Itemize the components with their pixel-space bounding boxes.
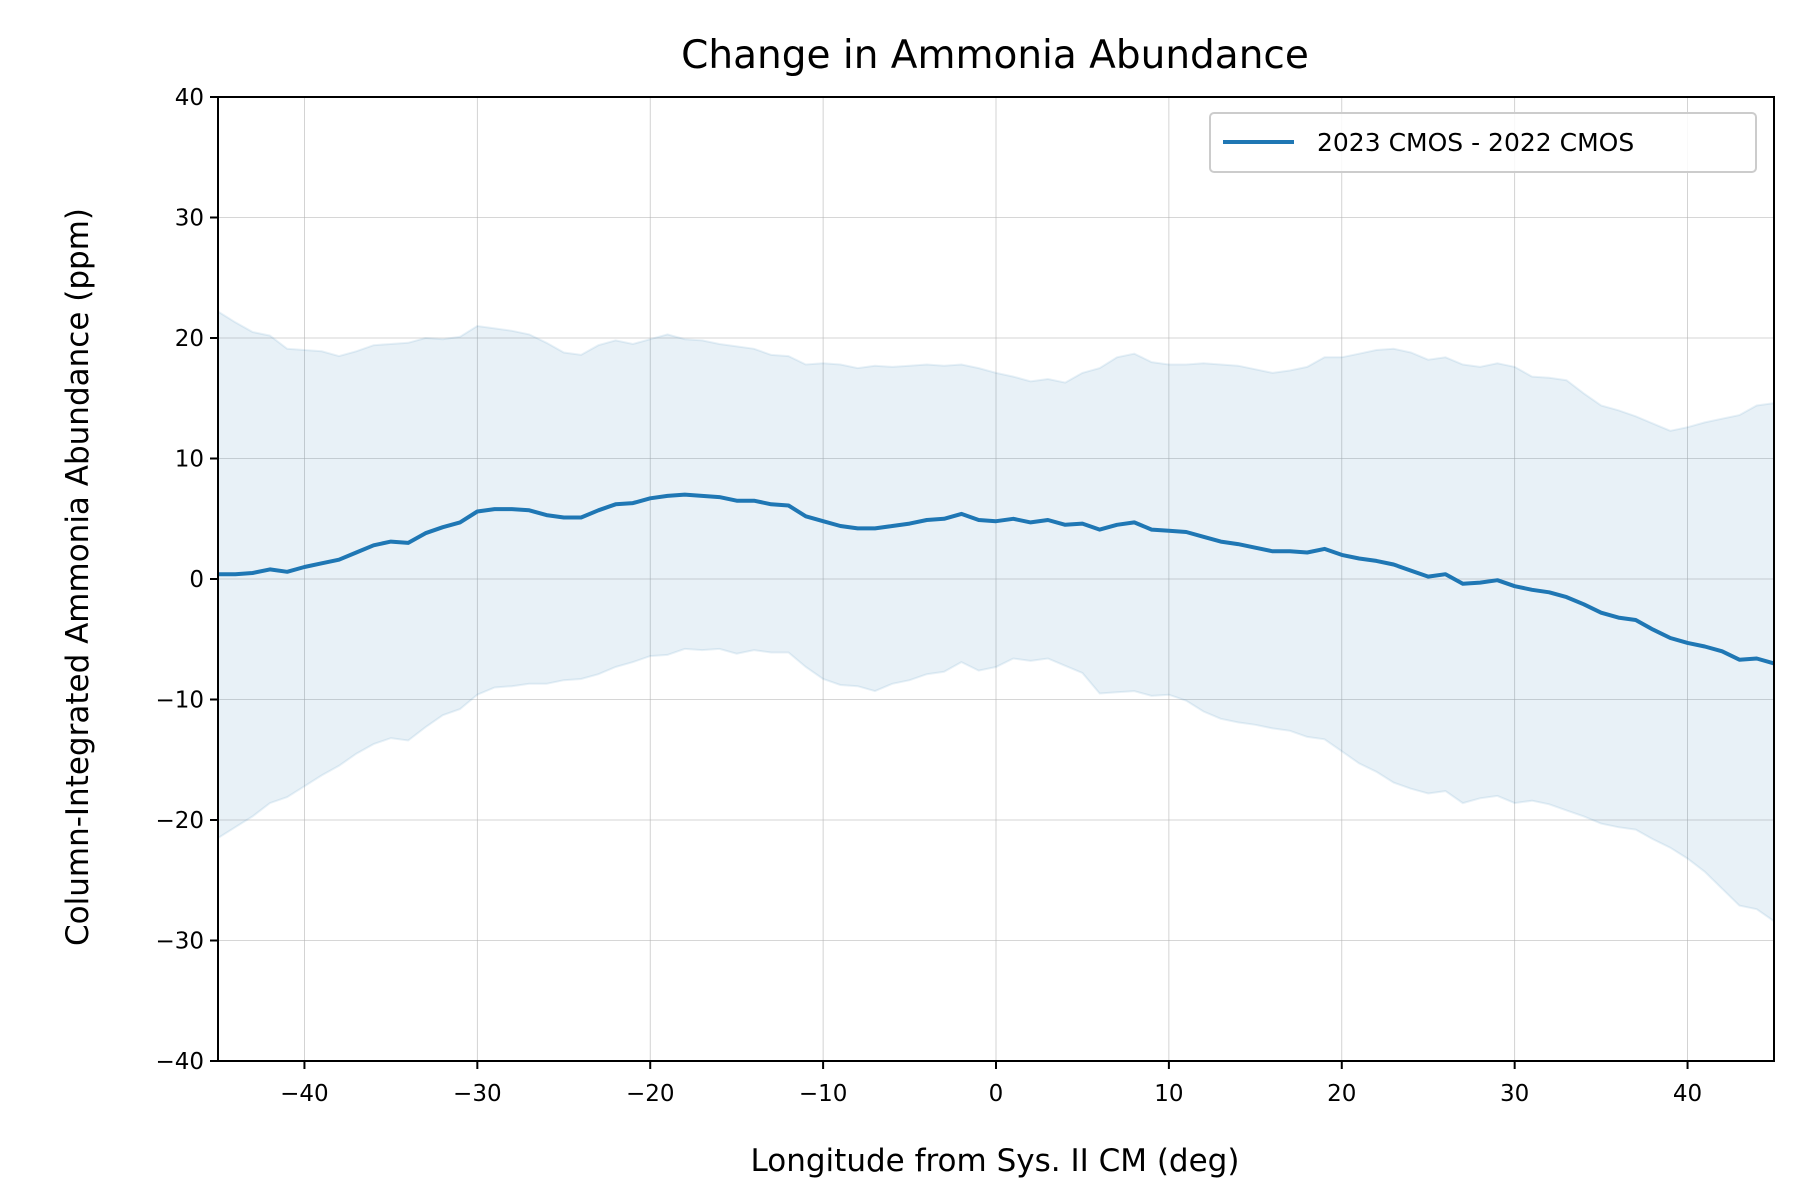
- x-tick-label-8: 40: [1673, 1081, 1702, 1107]
- y-tick-label-8: 40: [175, 85, 204, 111]
- y-tick-label-4: 0: [189, 567, 204, 593]
- legend-label: 2023 CMOS - 2022 CMOS: [1317, 128, 1634, 157]
- x-tick-label-3: −10: [799, 1081, 848, 1107]
- x-tick-label-4: 0: [989, 1081, 1004, 1107]
- x-tick-label-1: −30: [453, 1081, 502, 1107]
- x-axis-ticks: −40 −30 −20 −10 0 10 20 30 40: [280, 1061, 1702, 1107]
- y-tick-label-0: −40: [155, 1049, 204, 1075]
- x-tick-label-7: 30: [1500, 1081, 1529, 1107]
- series-line-2023-minus-2022: [218, 492, 1775, 666]
- y-tick-label-3: −10: [155, 688, 204, 714]
- y-axis-ticks: −40 −30 −20 −10 0 10 20 30 40: [155, 85, 218, 1075]
- y-axis-label: Column-Integrated Ammonia Abundance (ppm…: [60, 208, 96, 946]
- x-tick-label-0: −40: [280, 1081, 329, 1107]
- y-tick-label-2: −20: [155, 808, 204, 834]
- line-layer: [218, 492, 1775, 666]
- legend: 2023 CMOS - 2022 CMOS: [1209, 112, 1757, 173]
- y-tick-label-5: 10: [175, 447, 204, 473]
- x-tick-label-6: 20: [1327, 1081, 1356, 1107]
- y-tick-label-7: 30: [175, 206, 204, 232]
- y-tick-label-1: −30: [155, 929, 204, 955]
- y-tick-label-6: 20: [175, 326, 204, 352]
- x-tick-label-2: −20: [626, 1081, 675, 1107]
- x-tick-label-5: 10: [1154, 1081, 1183, 1107]
- x-axis-label: Longitude from Sys. II CM (deg): [751, 1143, 1240, 1179]
- legend-box: [1209, 112, 1757, 173]
- chart-title: Change in Ammonia Abundance: [681, 33, 1309, 78]
